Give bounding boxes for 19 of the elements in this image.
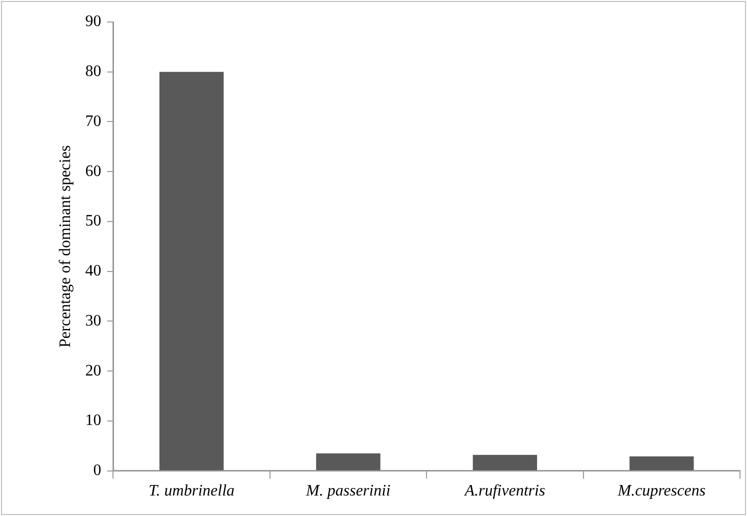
y-tick-label: 10 — [85, 412, 102, 430]
bar — [159, 72, 224, 470]
x-tick-label: M. passerinii — [305, 482, 390, 500]
bar — [316, 453, 380, 470]
y-axis-title: Percentage of dominant species — [56, 145, 74, 348]
y-tick-label: 80 — [85, 63, 102, 80]
x-tick-label: T. umbrinella — [148, 482, 235, 500]
y-tick-label: 70 — [85, 112, 102, 130]
y-tick-label: 20 — [85, 362, 102, 380]
y-tick-label: 90 — [85, 13, 102, 30]
x-tick-label: M.cuprescens — [616, 482, 706, 500]
y-tick-label: 40 — [85, 262, 102, 280]
bar — [630, 456, 694, 470]
y-tick-label: 30 — [85, 312, 102, 330]
bar — [472, 454, 538, 470]
y-tick-label: 0 — [93, 462, 102, 480]
y-tick-label: 50 — [85, 212, 102, 230]
x-tick-label: A.rufiventris — [464, 482, 546, 500]
y-tick-label: 60 — [85, 162, 102, 180]
